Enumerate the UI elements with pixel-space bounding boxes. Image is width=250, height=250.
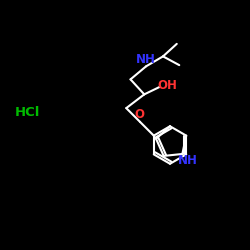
Text: NH: NH	[178, 154, 198, 167]
Text: OH: OH	[158, 79, 178, 92]
Text: HCl: HCl	[15, 106, 40, 119]
Text: O: O	[134, 108, 144, 122]
Text: NH: NH	[136, 53, 156, 66]
